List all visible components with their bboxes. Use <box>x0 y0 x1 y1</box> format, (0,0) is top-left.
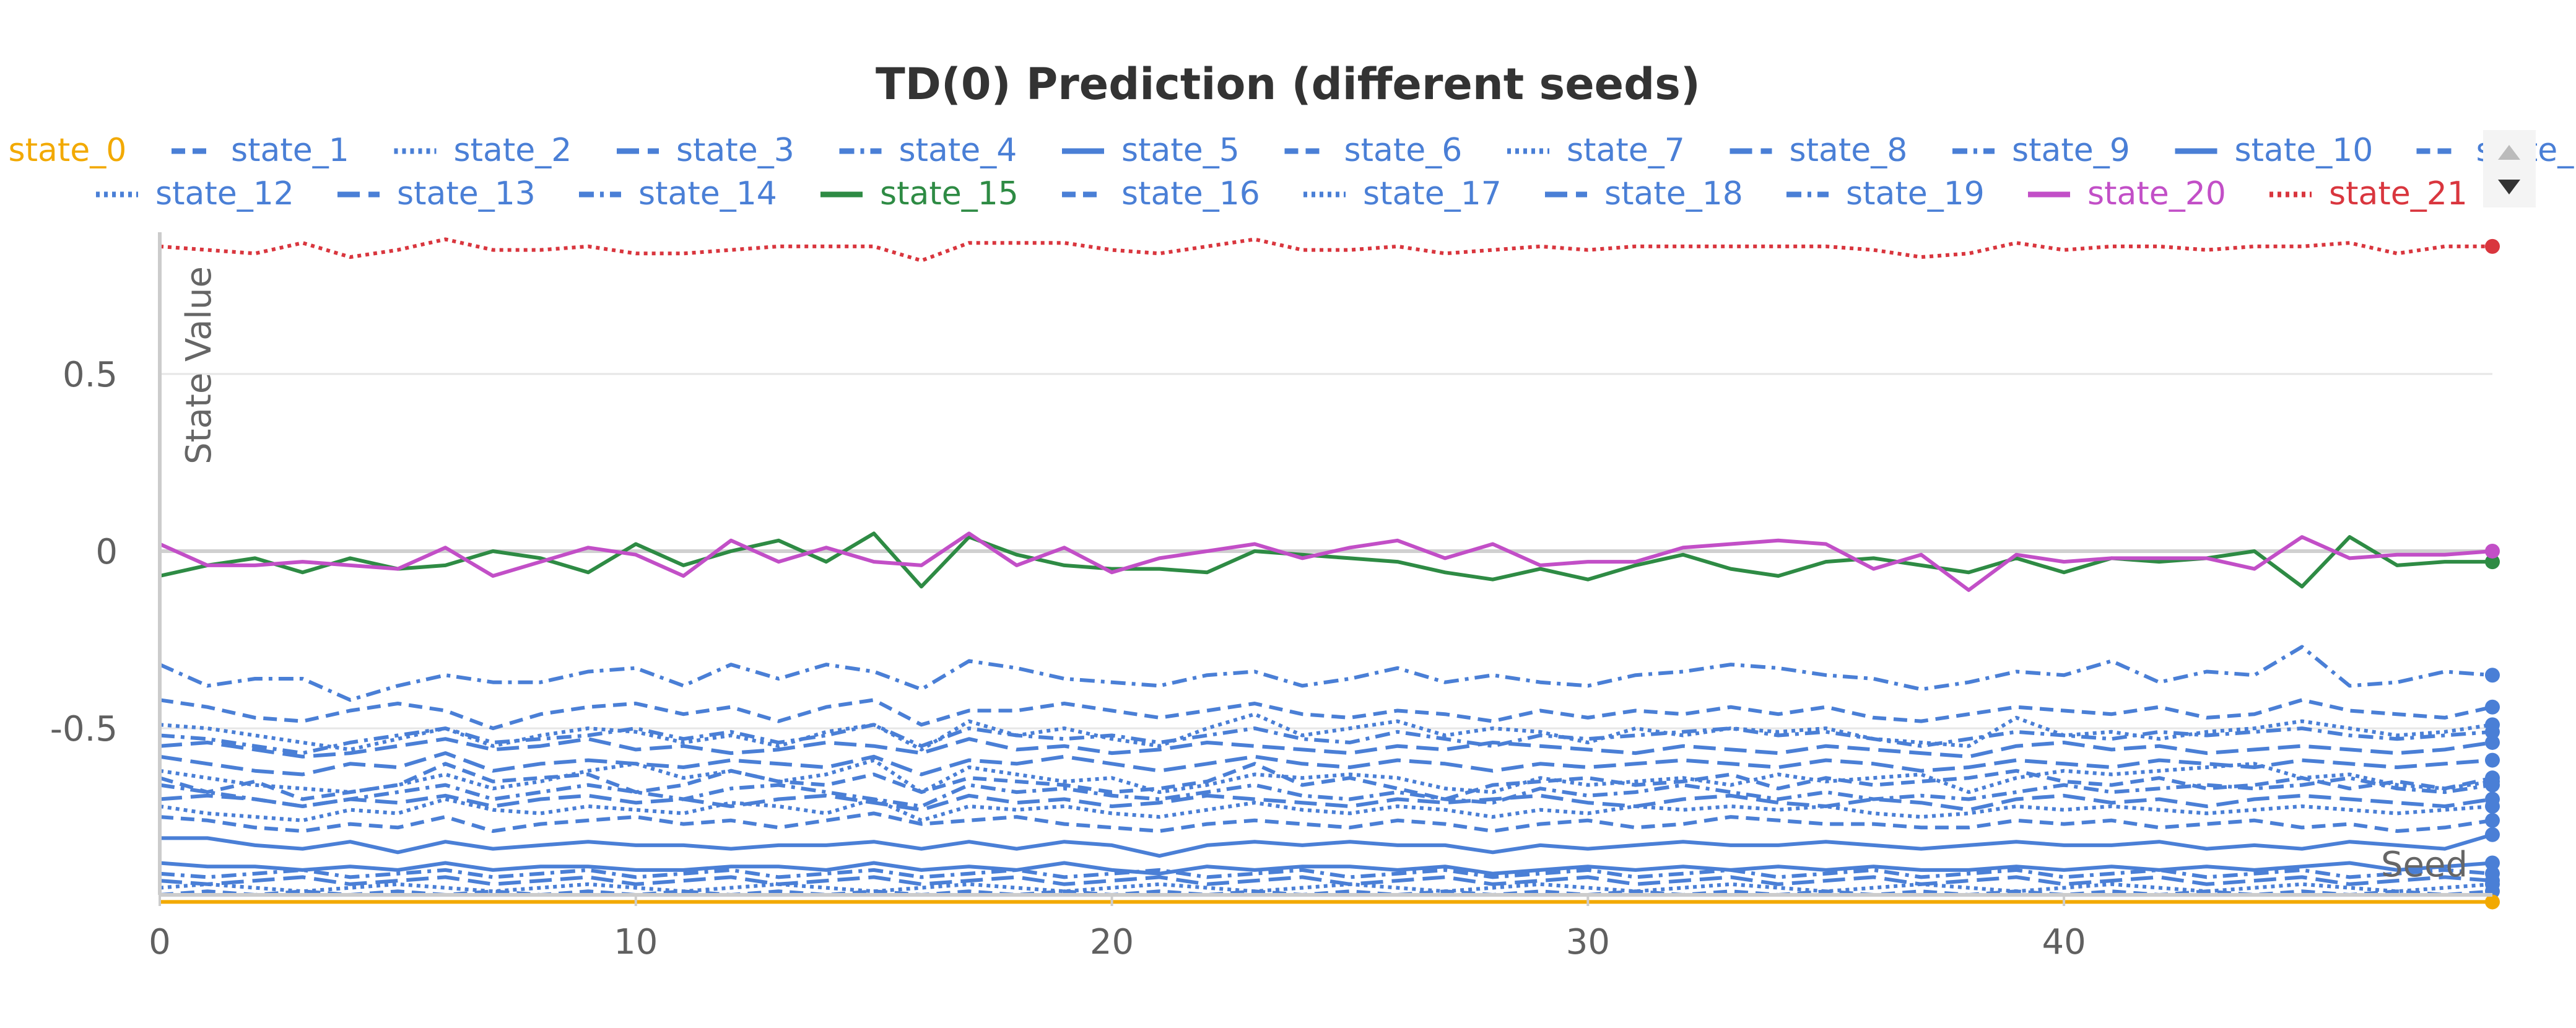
legend-label: state_17 <box>1363 175 1502 212</box>
x-tick-label: 10 <box>614 922 658 962</box>
legend-item-state-20[interactable]: state_20 <box>2028 175 2226 212</box>
series-end-point-state-21 <box>2485 238 2500 254</box>
legend-label: state_16 <box>1121 175 1260 212</box>
legend-label: state_14 <box>638 175 777 212</box>
series-end-point-state-5 <box>2485 827 2500 842</box>
triangle-up-icon[interactable] <box>2498 145 2520 160</box>
legend-label: state_0 <box>9 132 127 169</box>
x-tick-label: 20 <box>1090 922 1134 962</box>
legend-label: state_2 <box>454 132 572 169</box>
series-line-state-11 <box>159 762 2493 801</box>
series-line-state-20 <box>159 531 2493 592</box>
legend-item-state-21[interactable]: state_21 <box>2269 175 2468 212</box>
series-line-state-21 <box>159 237 2492 263</box>
x-axis-title: Seed <box>2381 845 2468 885</box>
x-tick-label: 40 <box>2042 922 2086 962</box>
legend-label: state_5 <box>1121 132 1240 169</box>
legend-label: state_13 <box>397 175 536 212</box>
series-line-state-4 <box>159 868 2493 879</box>
legend-label: state_12 <box>155 175 294 212</box>
legend-item-state-1[interactable]: state_1 <box>172 132 349 169</box>
series-line-state-16 <box>159 698 2493 731</box>
legend-label: state_19 <box>1846 175 1985 212</box>
series-line-state-17 <box>159 797 2493 822</box>
series-line-state-2 <box>159 882 2493 894</box>
series-end-point-state-11 <box>2485 770 2500 786</box>
legend-item-state-19[interactable]: state_19 <box>1786 175 1985 212</box>
series-end-point-state-14 <box>2485 668 2500 683</box>
series-line-state-5 <box>160 832 2493 858</box>
legend-item-state-8[interactable]: state_8 <box>1730 132 1908 169</box>
legend-item-state-7[interactable]: state_7 <box>1507 132 1685 169</box>
series-line-state-10 <box>159 861 2493 876</box>
legend-label: state_15 <box>880 175 1019 212</box>
legend-item-state-10[interactable]: state_10 <box>2175 132 2374 169</box>
chart-title: TD(0) Prediction (different seeds) <box>876 59 1700 110</box>
legend-item-state-4[interactable]: state_4 <box>839 132 1017 169</box>
legend-scroll <box>2483 130 2536 207</box>
series-end-point-state-18 <box>2485 752 2500 768</box>
series-end-point-state-17 <box>2485 798 2500 814</box>
series-line-state-9 <box>159 776 2493 808</box>
legend-item-state-17[interactable]: state_17 <box>1303 175 1502 212</box>
legend-item-state-5[interactable]: state_5 <box>1062 132 1240 169</box>
x-tick-label: 30 <box>1566 922 1610 962</box>
series-end-point-state-6 <box>2485 812 2500 828</box>
series-end-point-state-10 <box>2485 855 2500 871</box>
legend-label: state_7 <box>1567 132 1685 169</box>
legend-item-state-3[interactable]: state_3 <box>617 132 794 169</box>
series-end-point-state-19 <box>2485 724 2500 739</box>
series-line-state-8 <box>159 793 2493 812</box>
series-line-state-6 <box>159 811 2493 833</box>
legend-label: state_21 <box>2329 175 2468 212</box>
y-tick-label: 0 <box>95 532 118 572</box>
triangle-down-icon[interactable] <box>2498 180 2520 194</box>
y-tick-label: 0.5 <box>63 355 118 395</box>
series-line-state-7 <box>159 758 2493 795</box>
series-lines <box>159 237 2500 910</box>
legend-label: state_8 <box>1790 132 1908 169</box>
legend-label: state_3 <box>676 132 794 169</box>
legend-item-state-13[interactable]: state_13 <box>337 175 536 212</box>
legend-label: state_4 <box>899 132 1017 169</box>
legend-label: state_9 <box>2012 132 2130 169</box>
y-axis-title: State Value <box>179 266 219 464</box>
legend-item-state-16[interactable]: state_16 <box>1062 175 1260 212</box>
legend-label: state_6 <box>1344 132 1463 169</box>
legend-label: state_10 <box>2235 132 2374 169</box>
series-end-point-state-13 <box>2485 734 2500 750</box>
series-line-state-3 <box>159 875 2493 886</box>
axes: 0.5 0 -0.5 0 10 20 30 40 <box>50 232 2492 962</box>
series-line-state-14 <box>159 645 2493 702</box>
series-end-point-state-16 <box>2485 699 2500 715</box>
legend-scroll-box <box>2483 130 2536 207</box>
legend-label: state_20 <box>2087 175 2226 212</box>
x-tick-label: 0 <box>149 922 171 962</box>
legend-item-state-18[interactable]: state_18 <box>1545 175 1743 212</box>
legend-item-state-12[interactable]: state_12 <box>96 175 294 212</box>
series-end-point-state-4 <box>2485 866 2500 881</box>
legend-item-state-6[interactable]: state_6 <box>1284 132 1463 169</box>
series-line-state-18 <box>159 751 2493 777</box>
series-end-point-state-20 <box>2485 543 2500 559</box>
legend-item-state-2[interactable]: state_2 <box>394 132 572 169</box>
series-line-state-13 <box>159 737 2493 759</box>
series-end-point-state-0 <box>2485 894 2500 910</box>
legend-item-state-15[interactable]: state_15 <box>820 175 1019 212</box>
legend-item-state-14[interactable]: state_14 <box>579 175 777 212</box>
series-line-state-19 <box>159 723 2493 756</box>
series-line-state-12 <box>159 712 2493 752</box>
legend: state_0 state_1 state_2 state_3 state_4 state… <box>0 132 2576 212</box>
legend-label: state_1 <box>231 132 349 169</box>
legend-item-state-0[interactable]: state_0 <box>0 132 127 169</box>
legend-label: state_18 <box>1604 175 1743 212</box>
y-tick-label: -0.5 <box>50 709 118 749</box>
series-end-point-state-15 <box>2485 554 2500 570</box>
legend-item-state-9[interactable]: state_9 <box>1952 132 2130 169</box>
